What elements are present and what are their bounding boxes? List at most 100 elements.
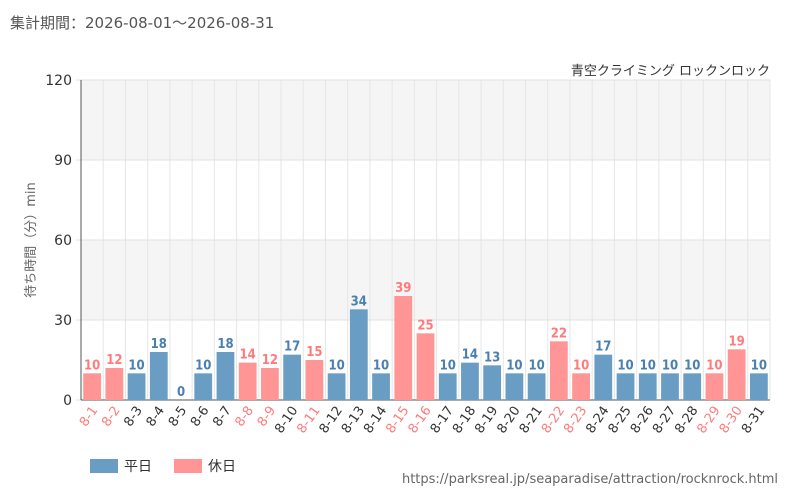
bar-8-13	[349, 309, 368, 400]
bar-8-6	[194, 373, 213, 400]
x-tick-label: 8-1	[77, 404, 101, 430]
legend-label-weekday: 平日	[124, 459, 152, 475]
x-tick-label: 8-17	[428, 404, 457, 437]
data-label: 17	[595, 340, 611, 355]
bar-8-24	[594, 354, 613, 400]
bar-8-4	[149, 352, 168, 400]
data-label: 14	[462, 348, 478, 363]
bar-8-15	[394, 296, 413, 400]
data-label: 10	[195, 358, 211, 373]
bar-8-7	[216, 352, 235, 400]
data-label: 18	[217, 337, 233, 352]
data-label: 39	[395, 281, 411, 296]
x-tick-label: 8-10	[272, 404, 301, 437]
x-tick-label: 8-14	[361, 404, 390, 437]
x-tick-label: 8-16	[406, 404, 435, 437]
y-tick-label: 120	[45, 73, 72, 89]
bar-8-28	[683, 373, 702, 400]
data-label: 10	[440, 358, 456, 373]
bar-8-27	[661, 373, 679, 400]
data-label: 10	[506, 358, 522, 373]
bar-8-2	[105, 368, 124, 400]
legend-item-weekday: 平日	[90, 456, 152, 476]
x-tick-label: 8-5	[166, 404, 190, 430]
data-label: 10	[640, 358, 656, 373]
data-label: 10	[751, 358, 767, 373]
x-tick-label: 8-29	[694, 404, 723, 437]
x-tick-label: 8-11	[294, 404, 323, 437]
y-tick-label: 30	[54, 313, 72, 329]
data-label: 22	[551, 326, 567, 341]
data-label: 10	[684, 358, 700, 373]
y-axis-label: 待ち時間（分）min	[24, 182, 39, 298]
bar-8-17	[438, 373, 457, 400]
bar-8-11	[305, 360, 324, 400]
legend-swatch-holiday	[174, 459, 202, 473]
data-label: 12	[106, 353, 122, 368]
data-label: 10	[706, 358, 722, 373]
grid-band	[81, 240, 770, 320]
x-tick-label: 8-20	[494, 404, 523, 437]
data-label: 12	[262, 353, 278, 368]
data-label: 10	[84, 358, 100, 373]
legend: 平日 休日	[90, 456, 258, 476]
x-tick-label: 8-21	[517, 404, 546, 437]
x-tick-label: 8-23	[561, 404, 590, 437]
x-tick-label: 8-7	[210, 404, 234, 430]
bar-8-20	[505, 373, 524, 400]
x-tick-label: 8-19	[472, 404, 501, 437]
x-tick-label: 8-6	[188, 404, 212, 430]
data-label: 18	[151, 337, 167, 352]
data-label: 25	[417, 318, 433, 333]
x-tick-label: 8-22	[539, 404, 568, 437]
x-tick-label: 8-27	[650, 404, 679, 437]
y-tick-label: 60	[54, 233, 72, 249]
bar-8-22	[549, 341, 568, 400]
x-tick-label: 8-12	[317, 404, 346, 437]
bar-8-9	[261, 368, 279, 400]
x-tick-label: 8-2	[99, 404, 123, 430]
data-label: 13	[484, 350, 500, 365]
data-label: 10	[528, 358, 544, 373]
data-label: 14	[240, 348, 256, 363]
bar-8-31	[749, 373, 768, 400]
bar-8-16	[416, 333, 435, 400]
data-label: 15	[306, 345, 322, 360]
data-label: 10	[373, 358, 389, 373]
facility-name: 青空クライミング ロックンロック	[570, 64, 770, 79]
data-label: 34	[351, 294, 367, 309]
bar-8-3	[127, 373, 146, 400]
data-label: 10	[128, 358, 144, 373]
x-tick-label: 8-4	[144, 404, 168, 430]
data-label: 10	[617, 358, 633, 373]
bar-8-1	[83, 373, 102, 400]
x-tick-label: 8-15	[383, 404, 412, 437]
legend-swatch-weekday	[90, 459, 118, 473]
bar-8-14	[372, 373, 390, 400]
x-tick-label: 8-8	[233, 404, 257, 430]
bar-8-30	[727, 349, 746, 400]
bar-8-10	[283, 354, 302, 400]
grid-band	[81, 80, 770, 160]
bar-8-21	[527, 373, 546, 400]
bar-8-8	[238, 362, 257, 400]
x-tick-label: 8-31	[739, 404, 768, 437]
bar-8-12	[327, 373, 346, 400]
x-tick-label: 8-18	[450, 404, 479, 437]
x-tick-label: 8-25	[606, 404, 635, 437]
data-label: 0	[177, 385, 185, 400]
x-tick-label: 8-3	[121, 404, 145, 430]
bar-8-29	[705, 373, 724, 400]
y-tick-label: 0	[63, 393, 72, 409]
legend-label-holiday: 休日	[208, 459, 236, 475]
legend-item-holiday: 休日	[174, 456, 236, 476]
x-tick-label: 8-13	[339, 404, 368, 437]
bar-8-19	[483, 365, 502, 400]
x-tick-label: 8-24	[583, 404, 612, 437]
x-tick-label: 8-28	[672, 404, 701, 437]
bar-8-25	[616, 373, 635, 400]
x-tick-label: 8-30	[717, 404, 746, 437]
bar-8-26	[638, 373, 657, 400]
data-label: 19	[729, 334, 745, 349]
